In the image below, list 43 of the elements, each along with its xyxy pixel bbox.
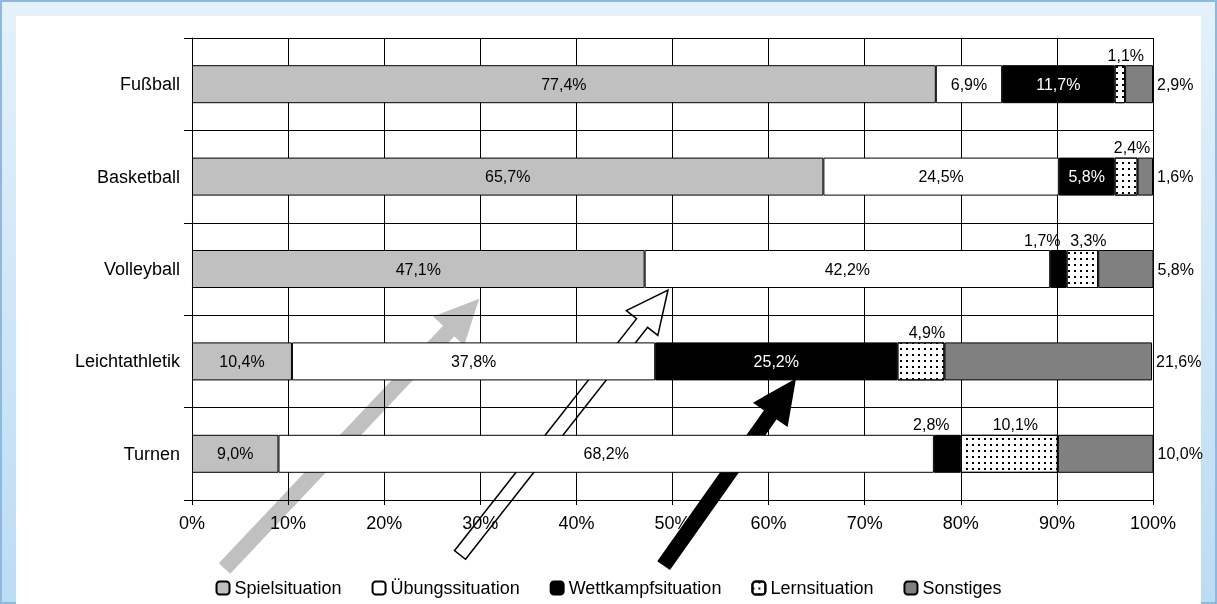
x-tick-label: 0% [178,513,206,533]
data-label: 11,7% [1036,75,1081,93]
legend-label: Übungssituation [390,578,520,598]
legend-label: Sonstiges [922,578,1002,598]
x-tick-label: 10% [270,513,307,533]
data-label: 9,0% [217,445,254,463]
y-tick-label: Volleyball [103,259,180,279]
y-tick-label: Leichtathletik [74,351,181,372]
data-label: 1,1% [1107,46,1145,64]
data-label: 47,1% [395,260,441,278]
x-tick-label: 80% [942,513,979,533]
data-label: 6,9% [950,75,988,93]
x-tick-label: 60% [750,513,787,533]
data-label: 2,8% [913,416,950,434]
data-label: 65,7% [485,168,531,186]
data-label: 5,8% [1157,260,1194,278]
data-label: 1,6% [1157,168,1194,186]
legend-label: Lernsituation [770,578,874,598]
x-tick-label: 20% [366,513,403,533]
data-label: 10,1% [992,416,1039,434]
data-label: 37,8% [450,352,497,370]
data-label: 10,0% [1157,445,1203,463]
legend-label: Spielsituation [234,578,342,598]
data-label: 21,6% [1156,352,1202,370]
data-label: 3,3% [1070,231,1107,249]
y-tick-label: Turnen [123,443,180,464]
x-tick-label: 70% [846,513,883,533]
data-label: 24,5% [918,168,964,186]
x-tick-label: 90% [1038,513,1075,533]
data-label: 10,4% [219,352,265,370]
legend-label: Wettkampfsituation [568,578,722,598]
y-tick-label: Fußball [119,74,180,95]
y-tick-label: Basketball [96,166,180,187]
x-tick-label: 100% [1129,513,1177,533]
data-label: 68,2% [583,445,629,463]
data-label: 42,2% [824,260,871,278]
data-label: 2,4% [1113,139,1151,157]
data-label: 25,2% [753,352,799,370]
data-label: 2,9% [1157,75,1194,93]
data-label: 4,9% [908,323,946,341]
data-label: 5,8% [1068,168,1105,186]
x-tick-label: 40% [558,513,595,533]
data-label: 77,4% [541,75,587,93]
